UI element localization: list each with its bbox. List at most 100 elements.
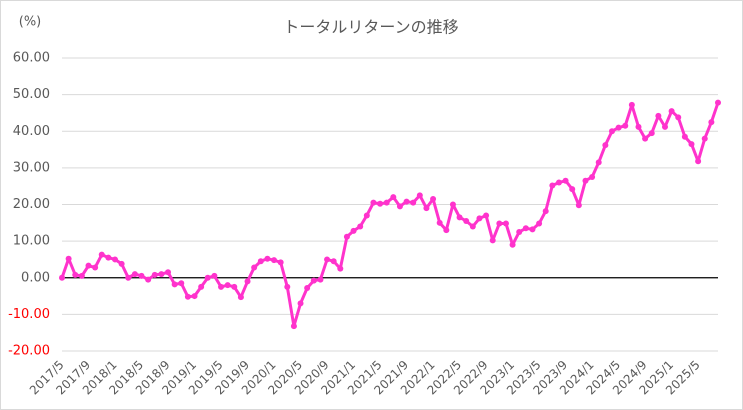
point <box>377 200 384 207</box>
point <box>271 257 278 264</box>
point <box>635 123 642 130</box>
point <box>191 293 198 300</box>
point <box>158 271 165 278</box>
point <box>628 101 635 108</box>
point <box>171 281 178 288</box>
point <box>575 202 582 209</box>
point <box>582 177 589 184</box>
point <box>569 186 576 193</box>
point <box>410 199 417 206</box>
point <box>396 203 403 210</box>
point <box>423 205 430 212</box>
point <box>118 260 125 267</box>
point <box>715 99 721 106</box>
chart-title: トータルリターンの推移 <box>283 18 458 37</box>
point <box>536 220 543 227</box>
point <box>310 277 317 284</box>
point <box>337 265 344 272</box>
point <box>125 274 132 281</box>
point <box>112 256 119 263</box>
point <box>357 223 364 230</box>
point <box>65 255 72 262</box>
point <box>85 262 92 269</box>
point <box>529 226 536 233</box>
point <box>642 135 649 142</box>
point <box>297 300 304 307</box>
point <box>708 119 715 126</box>
point <box>430 196 437 203</box>
point <box>443 227 450 234</box>
point <box>151 271 158 278</box>
y-tick-label: 20.00 <box>13 197 50 212</box>
point <box>675 114 682 121</box>
y-tick-label: -10.00 <box>8 307 50 322</box>
point <box>370 199 377 206</box>
point <box>343 233 350 240</box>
point <box>403 198 410 205</box>
point <box>695 158 702 165</box>
point <box>237 294 244 301</box>
point <box>145 276 152 283</box>
point <box>317 276 324 283</box>
point <box>184 293 191 300</box>
point <box>304 285 311 292</box>
point <box>489 237 496 244</box>
point <box>390 194 397 201</box>
point <box>615 124 622 131</box>
point <box>516 228 523 235</box>
point <box>522 225 529 232</box>
point <box>383 199 390 206</box>
point <box>668 108 675 115</box>
point <box>655 112 662 119</box>
line <box>60 102 720 328</box>
point <box>469 223 476 230</box>
point <box>251 264 258 271</box>
point <box>681 133 688 140</box>
point <box>131 271 138 278</box>
point <box>198 283 205 290</box>
point <box>436 219 443 226</box>
y-tick-label: 10.00 <box>13 234 50 249</box>
point <box>324 256 331 263</box>
point <box>648 130 655 137</box>
point <box>105 254 112 261</box>
point <box>509 241 516 248</box>
point <box>483 212 490 219</box>
point <box>622 122 629 129</box>
point <box>595 159 602 166</box>
point <box>257 258 264 265</box>
point <box>542 208 549 215</box>
point <box>502 220 509 227</box>
point <box>224 282 231 289</box>
point <box>661 123 668 130</box>
point <box>72 271 79 278</box>
point <box>59 274 65 281</box>
point <box>701 135 708 142</box>
point <box>363 212 370 219</box>
y-tick-label: 0.00 <box>21 270 50 285</box>
point <box>416 192 423 199</box>
point <box>98 251 105 258</box>
point <box>284 283 291 290</box>
point <box>218 283 225 290</box>
point <box>476 215 483 222</box>
point <box>463 217 470 224</box>
point <box>211 272 218 279</box>
point <box>78 272 85 279</box>
point <box>204 274 211 281</box>
point <box>350 227 357 234</box>
point <box>449 201 456 208</box>
point <box>138 272 145 279</box>
point <box>92 264 99 271</box>
y-tick-label: 50.00 <box>13 87 50 102</box>
y-unit: (%) <box>19 15 42 30</box>
point <box>549 182 556 189</box>
point <box>602 142 609 149</box>
point <box>555 179 562 186</box>
point <box>264 255 271 262</box>
point <box>244 278 251 285</box>
point <box>562 177 569 184</box>
y-tick-label: 30.00 <box>13 160 50 175</box>
point <box>496 220 503 227</box>
